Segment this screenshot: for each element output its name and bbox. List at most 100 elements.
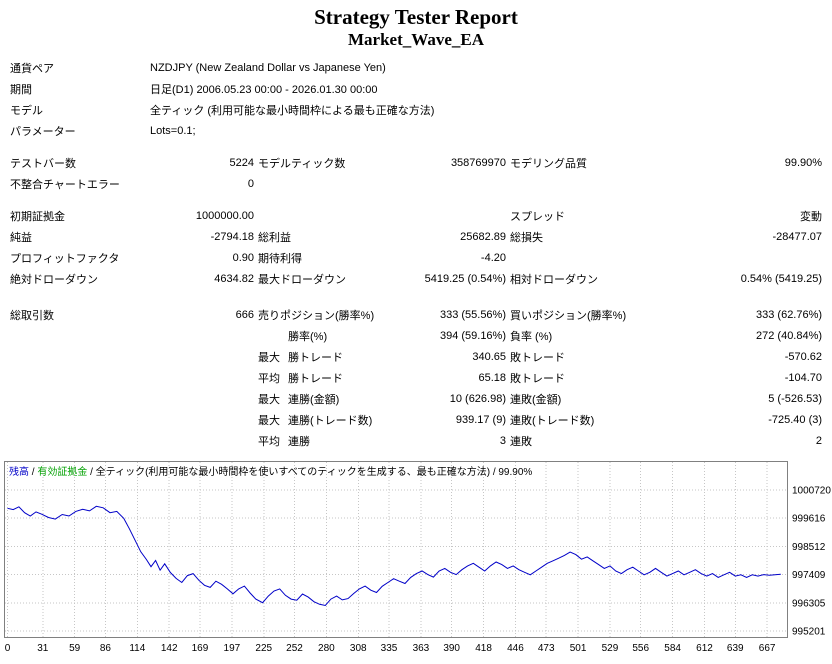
stat-label: 連敗(トレード数) <box>510 414 595 427</box>
x-axis-label: 225 <box>255 643 272 654</box>
stat-label: プロフィットファクタ <box>10 252 120 265</box>
stat-label <box>508 247 664 268</box>
stat-label: 平均 勝トレード <box>256 367 392 388</box>
stat-value: -725.40 (3) <box>768 413 823 426</box>
spacer-cell <box>8 141 824 152</box>
stat-row: 平均 連勝 3 連敗 2 <box>8 430 824 451</box>
stat-row: プロフィットファクタ 0.90 期待利得 -4.20 <box>8 247 824 268</box>
legend-segment: 残高 <box>9 467 29 478</box>
stat-label-text: 勝率(%) <box>288 330 328 343</box>
x-axis-label: 142 <box>161 643 178 654</box>
legend-segment: 有効証拠金 <box>37 467 88 478</box>
stat-value: 4634.82 <box>214 272 254 285</box>
chart-legend: 残高 / 有効証拠金 / 全ティック(利用可能な最小時間枠を使いすべてのティック… <box>9 463 532 478</box>
stat-value: 5 (-526.53) <box>768 392 823 405</box>
balance-chart: 1000720 999616 998512 997409 996305 995201 0 31… <box>4 461 832 657</box>
y-axis-label: 998512 <box>792 542 826 553</box>
stat-value: 340.65 <box>472 350 506 363</box>
stat-label <box>256 173 392 194</box>
stat-label: 平均 連勝 <box>256 430 392 451</box>
x-axis-label: 639 <box>727 643 744 654</box>
x-axis-label: 390 <box>443 643 460 654</box>
plot-background <box>4 461 788 638</box>
stat-value: 99.90% <box>784 156 823 169</box>
info-row: モデル 全ティック (利用可能な最小時間枠による最も正確な方法) <box>8 99 824 120</box>
stat-label: 絶対ドローダウン <box>10 273 98 286</box>
stat-row: 不整合チャートエラー 0 <box>8 173 824 194</box>
plot-border <box>4 461 788 638</box>
info-value: 日足(D1) 2006.05.23 00:00 - 2026.01.30 00:… <box>150 83 378 96</box>
info-row: パラメーター Lots=0.1; <box>8 120 824 141</box>
stat-label: 純益 <box>10 231 32 244</box>
stat-label: 買いポジション(勝率%) <box>510 309 627 322</box>
info-value: NZDJPY (New Zealand Dollar vs Japanese Y… <box>150 61 386 74</box>
stat-value <box>148 325 256 346</box>
x-axis-label: 197 <box>224 643 241 654</box>
x-axis-label: 529 <box>602 643 619 654</box>
x-axis-label: 335 <box>381 643 398 654</box>
x-axis-label: 612 <box>696 643 713 654</box>
stat-row: テストバー数 5224 モデルティック数 358769970 モデリング品質 99.90% <box>8 152 824 173</box>
x-axis-label: 59 <box>69 643 81 654</box>
y-axis-label: 999616 <box>792 514 826 525</box>
stat-label: テストバー数 <box>10 157 76 170</box>
stat-row: 平均 勝トレード 65.18 敗トレード -104.70 <box>8 367 824 388</box>
stat-label: 総利益 <box>258 231 291 244</box>
stat-value: 358769970 <box>450 156 506 169</box>
stat-label: 最大 連勝(トレード数) <box>256 409 392 430</box>
info-value: Lots=0.1; <box>150 124 196 137</box>
stat-label: 期待利得 <box>258 252 302 265</box>
stat-value: 394 (59.16%) <box>439 329 506 342</box>
stat-value: 3 <box>499 434 506 447</box>
stat-label-text: 連勝 <box>288 435 310 448</box>
x-axis-label: 584 <box>664 643 681 654</box>
stat-label <box>8 430 148 451</box>
balance-chart-svg: 1000720 999616 998512 997409 996305 995201 0 31… <box>4 461 831 654</box>
spacer-row <box>8 194 824 205</box>
stat-value <box>148 409 256 430</box>
x-axis-label: 114 <box>129 643 145 654</box>
x-axis-label: 473 <box>538 643 555 654</box>
stat-value: 939.17 (9) <box>455 413 506 426</box>
stat-value <box>148 346 256 367</box>
stat-label: 総取引数 <box>10 309 54 322</box>
x-axis-label: 31 <box>37 643 49 654</box>
stat-value <box>664 247 824 268</box>
stat-row: 初期証拠金 1000000.00 スプレッド 変動 <box>8 205 824 226</box>
stat-label: 連敗 <box>510 435 532 448</box>
stat-label: 売りポジション(勝率%) <box>258 309 375 322</box>
stat-label: 不整合チャートエラー <box>10 178 120 191</box>
stat-value: -28477.07 <box>772 230 823 243</box>
stat-label-text: 連勝(金額) <box>288 393 340 406</box>
stat-label: 負率 (%) <box>510 330 553 343</box>
info-label: 通貨ペア <box>10 62 54 75</box>
stat-label: 敗トレード <box>510 372 565 385</box>
stat-value: -2794.18 <box>210 230 254 243</box>
stat-row: 最大 勝トレード 340.65 敗トレード -570.62 <box>8 346 824 367</box>
x-axis-label: 363 <box>413 643 430 654</box>
stat-label: スプレッド <box>510 210 565 223</box>
stat-label: 総損失 <box>510 231 543 244</box>
stat-value <box>148 430 256 451</box>
stat-value: 65.18 <box>478 371 506 384</box>
stat-value: 2 <box>815 434 823 447</box>
balance-line <box>7 505 781 607</box>
y-axis-label: 995201 <box>792 627 826 638</box>
stat-label: 初期証拠金 <box>10 210 65 223</box>
x-axis-label: 446 <box>507 643 524 654</box>
legend-segment: / 全ティック(利用可能な最小時間枠を使いすべてのティックを生成する、最も正確な… <box>87 467 533 478</box>
stat-value: -570.62 <box>784 350 823 363</box>
stat-value: 5419.25 (0.54%) <box>424 272 506 285</box>
stat-value: 0.90 <box>232 251 254 264</box>
stat-label-prefix: 最大 <box>258 351 280 364</box>
x-axis-label: 556 <box>632 643 649 654</box>
stat-row: 総取引数 666 売りポジション(勝率%) 333 (55.56%) 買いポジション(勝… <box>8 304 824 325</box>
stat-label-text: 連勝(トレード数) <box>288 414 373 427</box>
stat-value: 0.54% (5419.25) <box>740 272 823 285</box>
stat-value: 25682.89 <box>460 230 506 243</box>
spacer-row <box>8 141 824 152</box>
ea-name: Market_Wave_EA <box>348 30 484 49</box>
stat-label <box>256 205 392 226</box>
info-label: 期間 <box>10 83 32 96</box>
